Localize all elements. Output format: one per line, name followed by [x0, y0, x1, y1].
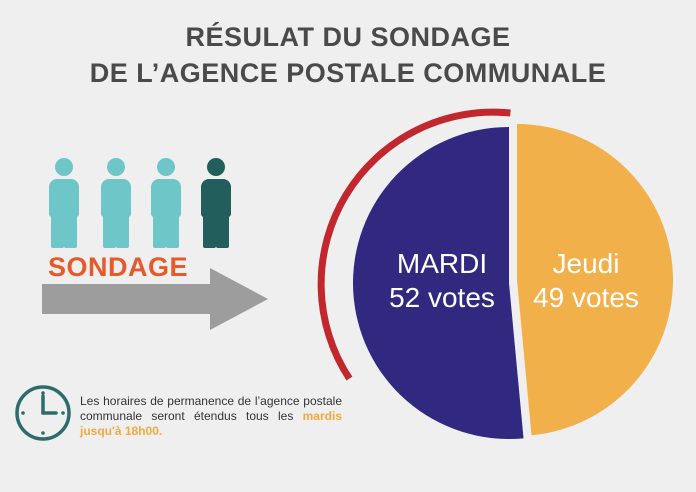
people-group: [40, 158, 240, 250]
clock-icon: [15, 385, 71, 441]
slice-label-mardi: MARDI: [397, 248, 487, 279]
person-icon: [148, 158, 184, 250]
page-title-line2: DE L’AGENCE POSTALE COMMUNALE: [89, 58, 607, 88]
slice-value-label-mardi: 52 votes: [389, 282, 495, 313]
person-icon: [98, 158, 134, 250]
page-title-line1: RÉSULAT DU SONDAGE: [185, 22, 511, 52]
pie-slice-jeudi: [517, 124, 673, 436]
slice-value-label-jeudi: 49 votes: [533, 282, 639, 313]
schedule-note-text: Les horaires de permanence de l’agence p…: [80, 394, 342, 423]
schedule-note: Les horaires de permanence de l’agence p…: [80, 394, 342, 439]
sondage-label: SONDAGE: [48, 252, 189, 282]
pie-slice-mardi: [352, 127, 524, 440]
slice-label-jeudi: Jeudi: [553, 248, 620, 279]
person-icon: [46, 158, 82, 250]
arrow-right-icon: [42, 268, 268, 330]
schedule-note-highlight: mardis jusqu'à 18h00.: [80, 409, 342, 438]
accent-arc: [317, 108, 511, 381]
person-icon: [198, 158, 234, 250]
